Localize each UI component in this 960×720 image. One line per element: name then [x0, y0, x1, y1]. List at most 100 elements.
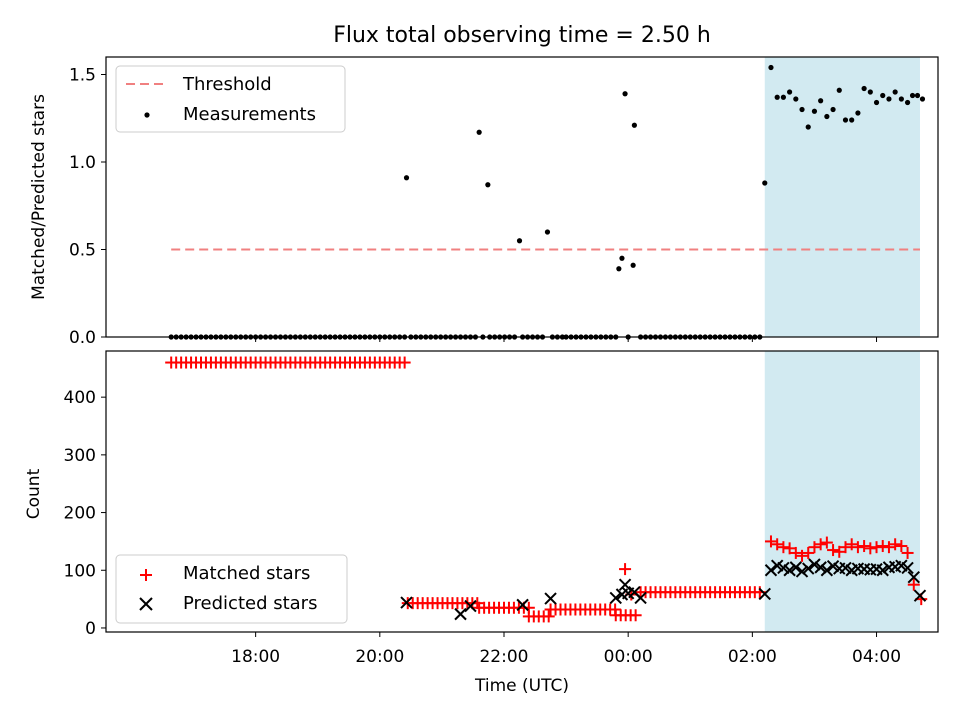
bottom-x-tick-label: 18:00 [231, 647, 280, 667]
predicted-star-marker [634, 591, 647, 605]
matched-star-marker [764, 535, 777, 548]
matched-star-marker [771, 538, 784, 551]
matched-star-marker [889, 538, 902, 551]
count-panel: 0 100 200 300 400 18:00 20:00 22:00 00:00 02:00 0… [24, 350, 939, 696]
measurement-point [830, 106, 836, 113]
matched-star-marker [901, 546, 914, 559]
matched-star-marker [398, 356, 411, 369]
measurement-point [403, 175, 410, 181]
bottom-x-tick-label: 20:00 [355, 647, 404, 667]
measurement-point [762, 180, 768, 186]
matched-star-marker [789, 546, 802, 559]
top-y-axis-label: Matched/Predicted stars [29, 94, 49, 300]
bottom-x-tick-label: 00:00 [604, 647, 653, 667]
predicted-star-marker [820, 564, 834, 577]
measurement-point [861, 85, 867, 92]
matched-star-marker [808, 541, 821, 554]
top-y-tick-label: 0.0 [69, 328, 96, 348]
measurement-point [631, 122, 637, 128]
predicted-star-marker [609, 591, 622, 605]
top-y-axis-ticks: 0.0 0.5 1.0 1.5 [69, 66, 106, 348]
chart-title: Flux total observing time = 2.50 h [333, 23, 711, 48]
bottom-y-tick-label: 400 [64, 388, 96, 408]
measurement-point [836, 87, 842, 93]
x-axis-label: Time (UTC) [474, 676, 569, 696]
measurement-point [805, 124, 811, 130]
top-y-tick-label: 0.5 [69, 241, 96, 261]
matched-star-marker [833, 545, 846, 558]
predicted-star-marker [901, 561, 914, 575]
measurement-point [616, 266, 622, 272]
measurement-point [880, 92, 886, 99]
measurement-point [824, 113, 830, 120]
predicted-star-marker [464, 599, 477, 613]
top-shaded-region [764, 57, 920, 337]
bottom-legend: Matched stars Predicted stars [115, 554, 348, 624]
measurement-point [630, 262, 636, 268]
predicted-star-marker [400, 596, 413, 609]
matched-star-marker [629, 609, 642, 622]
matched-star-marker [845, 538, 858, 551]
matched-star-marker [876, 540, 889, 553]
matched-star-marker [839, 541, 852, 554]
matched-star-marker [858, 540, 871, 553]
bottom-x-tick-label: 04:00 [852, 647, 901, 667]
measurement-point [849, 117, 855, 123]
measurement-point [811, 108, 818, 114]
predicted-star-marker [913, 589, 927, 602]
legend-measurements-label: Measurements [183, 104, 316, 125]
bottom-y-tick-label: 200 [64, 504, 96, 524]
top-axes-frame [105, 56, 939, 338]
matched-star-marker [870, 541, 883, 554]
measurement-point [780, 94, 786, 100]
measurement-point [886, 96, 892, 102]
bottom-y-axis-label: Count [24, 468, 44, 519]
predicted-stars-points [400, 558, 927, 621]
predicted-star-marker [808, 558, 821, 571]
measurement-point [818, 98, 824, 104]
measurement-point [476, 129, 482, 135]
predicted-star-marker [814, 561, 827, 574]
matched-star-marker [783, 542, 796, 555]
measurement-point [787, 89, 793, 95]
measurement-point [919, 96, 926, 102]
bottom-shaded-region [764, 351, 920, 632]
measurement-point [867, 89, 873, 95]
measurement-point [855, 110, 861, 116]
legend-predicted-label: Predicted stars [183, 593, 317, 614]
predicted-star-marker [454, 607, 467, 621]
predicted-star-marker [783, 564, 796, 577]
matched-star-marker [796, 549, 809, 562]
matched-star-marker [802, 546, 815, 559]
measurement-point [793, 96, 799, 102]
legend-measurements-swatch [144, 112, 150, 118]
measurement-point [842, 117, 849, 123]
measurement-point [898, 96, 904, 102]
measurement-point [774, 94, 780, 100]
measurement-point [485, 182, 491, 188]
matched-star-marker [820, 536, 833, 549]
predicted-star-marker [907, 570, 920, 584]
predicted-star-marker [544, 592, 557, 605]
measurement-point [622, 91, 628, 97]
legend-threshold-label: Threshold [182, 74, 272, 95]
bottom-x-tick-label: 02:00 [728, 647, 777, 667]
measurement-point [909, 92, 916, 99]
measurement-point [516, 238, 523, 244]
matched-star-marker [851, 541, 864, 554]
measurement-point [873, 99, 880, 106]
measurement-point [768, 64, 774, 71]
top-legend: Threshold Measurements [115, 65, 346, 133]
top-y-tick-label: 1.5 [69, 66, 96, 86]
bottom-y-tick-label: 300 [64, 446, 96, 466]
predicted-star-marker [516, 598, 529, 612]
bottom-y-axis-ticks: 0 100 200 300 400 [64, 388, 106, 639]
legend-matched-swatch [140, 569, 152, 581]
ratio-panel: 0.0 0.5 1.0 1.5 Matched/Predicted stars Thr… [29, 56, 939, 348]
matched-star-marker [542, 610, 555, 623]
measurement-point [799, 106, 805, 113]
bottom-x-tick-label: 22:00 [479, 647, 528, 667]
measurement-point [914, 92, 921, 99]
measurement-point [619, 255, 625, 261]
